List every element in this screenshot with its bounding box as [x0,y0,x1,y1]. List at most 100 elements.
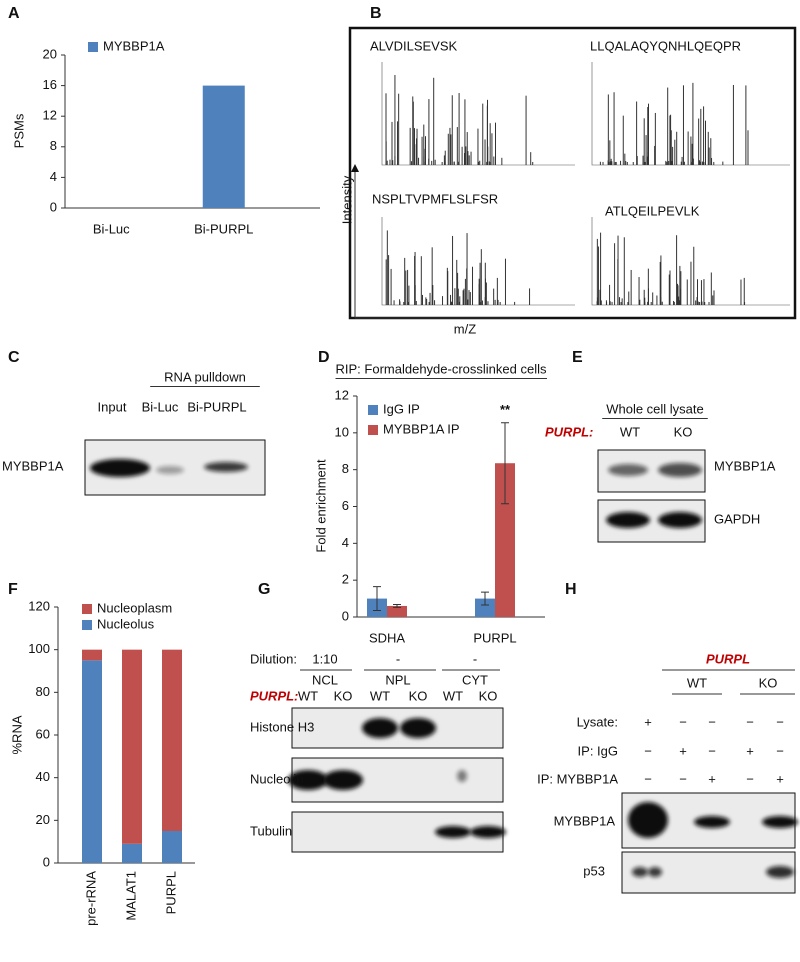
group-label: WT [687,675,707,690]
band [288,770,328,790]
row-label: GAPDH [714,511,760,526]
row-label: Nucleolin [250,771,303,786]
x-tick-label: Bi-PURPL [194,221,253,236]
band [632,867,648,877]
fraction-label: CYT [462,672,488,687]
condition-label: IP: IgG [578,743,618,758]
band [628,802,668,838]
band [658,512,702,528]
condition-sign: + [644,714,652,729]
y-tick-label: 8 [50,138,57,153]
row-label: MYBBP1A [714,458,776,473]
band [400,718,436,738]
legend-label: MYBBP1A [103,38,165,53]
dilution-value: 1:10 [312,651,337,666]
error-bar [373,586,381,612]
condition-label: Lysate: [577,714,618,729]
panel-letter: E [572,349,583,366]
row-label: Histone H3 [250,719,314,734]
y-tick-label: 12 [335,387,349,402]
condition-sign: − [644,771,652,786]
spectrum-axes [591,217,790,306]
y-tick-label: 16 [43,77,57,92]
condition-sign: − [776,743,784,758]
y-tick-label: 8 [342,461,349,476]
legend-swatch [368,405,378,415]
error-bar [393,603,401,608]
blot-header: RNA pulldown [164,369,246,384]
panel-letter: C [8,349,20,366]
peptide-label: NSPLTVPMFLSLFSR [372,191,498,206]
legend-swatch [88,42,98,52]
y-tick-label: 6 [342,498,349,513]
band [470,826,506,838]
lane-label: KO [334,688,353,703]
condition-sign: − [746,714,754,729]
dilution-label: Dilution: [250,651,297,666]
row-label: MYBBP1A [554,813,616,828]
band [156,466,184,474]
band [90,459,150,477]
band [457,770,467,782]
x-axis-label: m/Z [454,321,476,336]
y-axis-label: Intensity [339,175,354,224]
spectra-frame [348,26,797,320]
row-label: MYBBP1A [2,458,64,473]
x-tick-label: SDHA [369,630,405,645]
fraction-label: NPL [385,672,410,687]
y-tick-label: 2 [342,572,349,587]
band [323,770,363,790]
condition-sign: − [746,771,754,786]
lane-label: Bi-Luc [142,399,179,414]
spectrum-axes [381,62,575,166]
condition-sign: − [644,743,652,758]
panel-letter: D [318,349,330,366]
band [762,816,798,828]
y-tick-label: 100 [28,641,50,656]
lane-label: Bi-PURPL [187,399,246,414]
peptide-label: ALVDILSEVSK [370,38,458,53]
condition-sign: − [679,714,687,729]
spectrum-axes [591,62,790,166]
band [648,867,662,877]
panel-letter: G [258,581,270,598]
lane-label: KO [479,688,498,703]
blot-header: PURPL [706,651,750,666]
blot-header: Whole cell lysate [606,401,704,416]
panel-letter: F [8,581,18,598]
fraction-label: NCL [312,672,338,687]
y-axis-label: Fold enrichment [313,459,328,553]
y-tick-label: 120 [28,598,50,613]
panel-letter: B [370,5,382,22]
bar-segment [82,649,102,661]
panel-letter: H [565,581,577,598]
band [658,463,702,477]
y-axis-label: %RNA [9,715,24,754]
y-tick-label: 80 [36,684,50,699]
error-bar [481,591,489,606]
dilution-value: - [396,651,400,666]
error-bar [501,422,509,505]
legend-label: IgG IP [383,401,420,416]
y-tick-label: 40 [36,769,50,784]
row-label: Tubulin [250,823,292,838]
chart-title: RIP: Formaldehyde-crosslinked cells [336,361,547,376]
bar-segment [82,660,102,863]
x-tick-label: MALAT1 [123,871,138,921]
condition-sign: − [708,743,716,758]
genotype-label: PURPL: [545,424,593,439]
y-tick-label: 10 [335,424,349,439]
band [606,512,650,528]
band [362,718,398,738]
condition-sign: + [746,743,754,758]
y-tick-label: 60 [36,726,50,741]
band [435,826,471,838]
x-tick-label: pre-rRNA [83,871,98,926]
condition-sign: + [776,771,784,786]
condition-sign: + [679,743,687,758]
panel-letter: A [8,5,20,22]
bar-segment [162,649,182,831]
condition-sign: − [708,714,716,729]
significance-marker: ** [500,402,511,417]
bar-segment [122,649,142,844]
